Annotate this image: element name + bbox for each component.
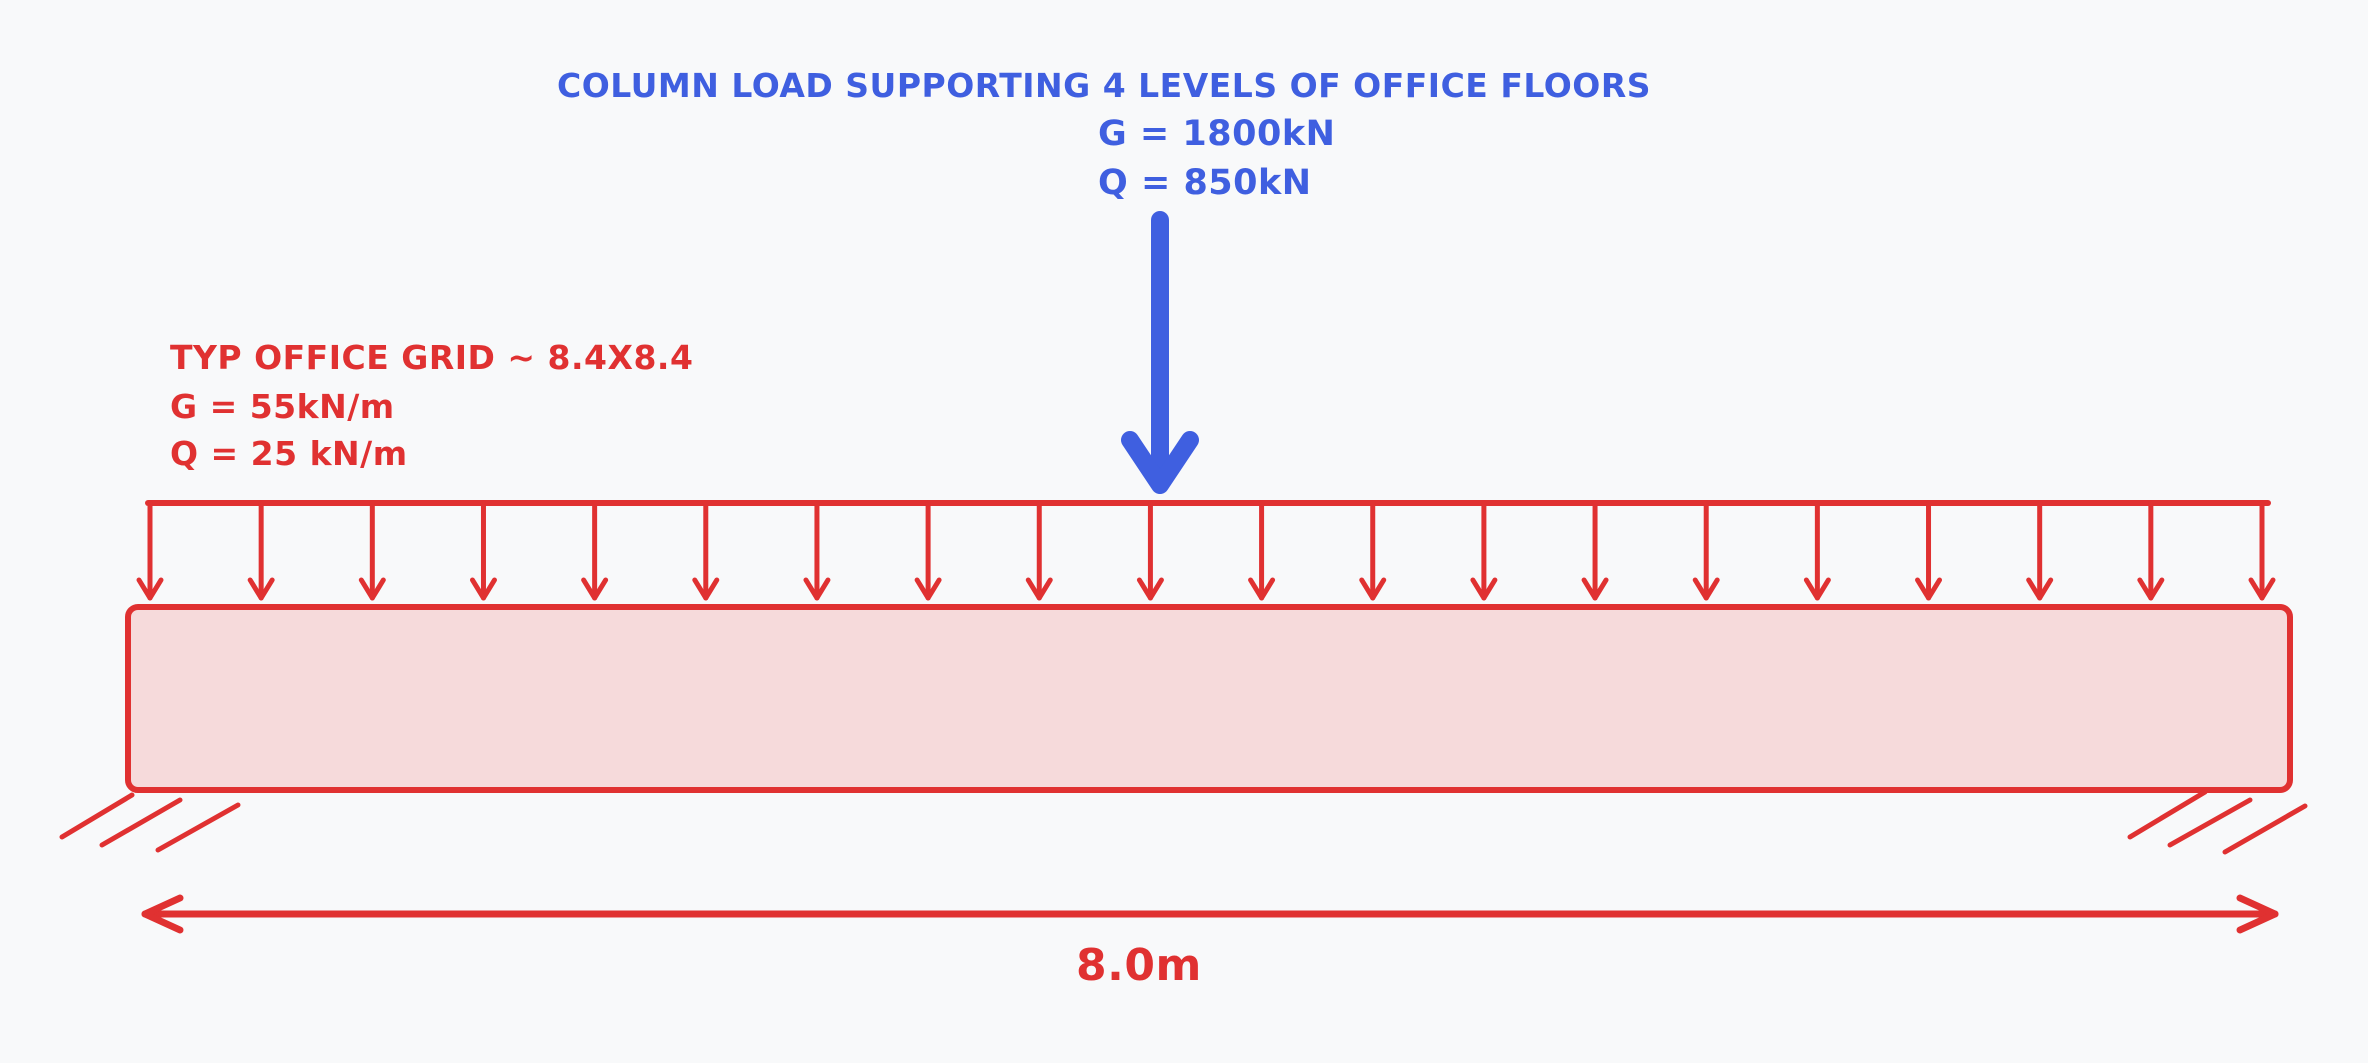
distributed-load-arrow: [136, 500, 164, 601]
point-load-arrow: [1121, 211, 1199, 494]
left-support: [59, 792, 241, 853]
distributed-load-arrow: [2137, 500, 2165, 601]
distributed-load-live: Q = 25 kN/m: [170, 434, 408, 473]
distributed-load-title: TYP OFFICE GRID ~ 8.4X8.4: [170, 338, 694, 377]
column-load-live: Q = 850kN: [1098, 163, 1312, 203]
column-load-dead: G = 1800kN: [1098, 114, 1336, 154]
column-load-title: COLUMN LOAD SUPPORTING 4 LEVELS OF OFFIC…: [556, 66, 1652, 105]
distributed-load-arrow: [803, 500, 831, 601]
distributed-load-arrow: [358, 500, 386, 601]
right-support: [2127, 789, 2308, 855]
distributed-load-arrow: [1803, 500, 1831, 601]
distributed-load-arrow: [1470, 500, 1498, 601]
beam: [125, 604, 2293, 793]
span-dimension-line: [141, 894, 2279, 934]
distributed-load-arrow: [692, 500, 720, 601]
distributed-load-arrows: [136, 500, 2276, 601]
distributed-load-arrow: [469, 500, 497, 601]
distributed-load-arrow: [1915, 500, 1943, 601]
distributed-load-arrow: [1581, 500, 1609, 601]
distributed-load-arrow: [1248, 500, 1276, 601]
distributed-load-arrow: [2248, 500, 2276, 601]
distributed-load-arrow: [247, 500, 275, 601]
distributed-load-arrow: [581, 500, 609, 601]
distributed-load-arrow: [914, 500, 942, 601]
distributed-load-arrow: [1136, 500, 1164, 601]
distributed-load-arrow: [2026, 500, 2054, 601]
distributed-load-arrow: [1359, 500, 1387, 601]
distributed-load-arrow: [1692, 500, 1720, 601]
span-label: 8.0m: [1076, 940, 1202, 991]
distributed-load-dead: G = 55kN/m: [170, 387, 395, 426]
distributed-load-arrow: [1025, 500, 1053, 601]
